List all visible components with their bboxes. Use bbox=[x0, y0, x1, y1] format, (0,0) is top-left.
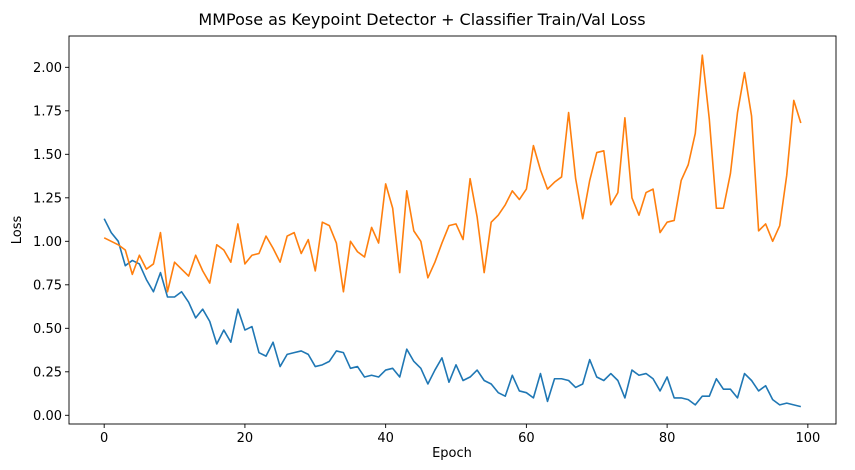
y-tick-label: 0.25 bbox=[33, 365, 62, 380]
x-tick-label: 60 bbox=[518, 431, 535, 446]
y-tick-label: 1.00 bbox=[33, 235, 62, 250]
series-layer bbox=[103, 54, 802, 408]
x-axis-ticks: 0 20 40 60 80 100 bbox=[100, 424, 820, 446]
y-tick-label: 2.00 bbox=[33, 61, 62, 76]
y-tick-label: 0.50 bbox=[33, 322, 62, 337]
plot-area bbox=[68, 35, 837, 425]
y-tick-label: 0.00 bbox=[33, 409, 62, 424]
series-line-1 bbox=[103, 218, 802, 408]
x-tick-label: 40 bbox=[377, 431, 394, 446]
x-tick-label: 80 bbox=[659, 431, 676, 446]
x-tick-label: 0 bbox=[100, 431, 108, 446]
y-tick-label: 1.50 bbox=[33, 148, 62, 163]
y-axis-label: Loss bbox=[10, 216, 25, 245]
series-line-2 bbox=[103, 54, 802, 293]
y-tick-label: 1.75 bbox=[33, 104, 62, 119]
chart-title: MMPose as Keypoint Detector + Classifier… bbox=[198, 10, 645, 29]
y-tick-label: 1.25 bbox=[33, 191, 62, 206]
y-tick-label: 0.75 bbox=[33, 278, 62, 293]
x-tick-label: 20 bbox=[237, 431, 254, 446]
x-tick-label: 100 bbox=[795, 431, 820, 446]
y-axis-ticks: 0.00 0.25 0.50 0.75 1.00 1.25 1.50 1.75 2.00 bbox=[33, 61, 69, 424]
x-axis-label: Epoch bbox=[432, 446, 472, 461]
